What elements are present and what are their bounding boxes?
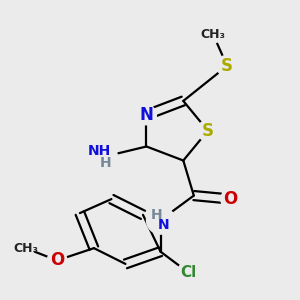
Circle shape — [17, 239, 34, 257]
Text: H: H — [151, 208, 162, 222]
Text: Cl: Cl — [180, 265, 197, 280]
Text: N: N — [158, 218, 170, 232]
Circle shape — [88, 142, 117, 172]
Circle shape — [177, 262, 200, 284]
Circle shape — [204, 26, 222, 43]
Text: O: O — [224, 190, 238, 208]
Circle shape — [137, 105, 156, 125]
Text: N: N — [140, 106, 153, 124]
Text: CH₃: CH₃ — [201, 28, 226, 41]
Text: H: H — [100, 156, 111, 170]
Circle shape — [217, 56, 238, 76]
Circle shape — [47, 250, 67, 270]
Text: S: S — [221, 57, 233, 75]
Circle shape — [146, 206, 175, 234]
Circle shape — [197, 120, 218, 141]
Text: CH₃: CH₃ — [13, 242, 38, 255]
Text: O: O — [50, 251, 64, 269]
Text: S: S — [202, 122, 214, 140]
Circle shape — [221, 189, 240, 209]
Text: NH: NH — [88, 144, 111, 158]
